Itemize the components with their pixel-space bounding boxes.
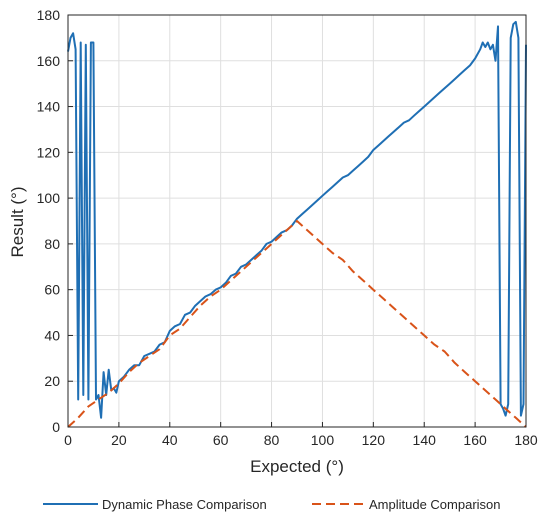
x-tick-label: 140 (413, 432, 437, 448)
y-tick-label: 20 (44, 373, 60, 389)
x-tick-label: 160 (463, 432, 487, 448)
x-tick-label: 20 (111, 432, 127, 448)
series-line-amplitude (67, 220, 527, 428)
x-tick-label: 80 (264, 432, 280, 448)
y-tick-label: 140 (37, 99, 61, 115)
y-tick-label: 120 (37, 144, 61, 160)
x-tick-label: 40 (162, 432, 178, 448)
x-tick-label: 0 (64, 432, 72, 448)
y-tick-label: 100 (37, 190, 61, 206)
legend: Dynamic Phase Comparison Amplitude Compa… (43, 497, 501, 512)
y-tick-label: 0 (52, 419, 60, 435)
series-layer (67, 20, 527, 428)
y-tick-label: 180 (37, 7, 61, 23)
y-tick-label: 40 (44, 327, 60, 343)
legend-label-amplitude: Amplitude Comparison (369, 497, 501, 512)
y-tick-label: 80 (44, 236, 60, 252)
x-axis-label: Expected (°) (250, 457, 344, 476)
axes (67, 14, 527, 428)
y-tick-label: 60 (44, 282, 60, 298)
plot-frame (67, 14, 527, 428)
x-tick-label: 60 (213, 432, 229, 448)
x-tick-label: 120 (362, 432, 386, 448)
x-tick-label: 100 (311, 432, 335, 448)
y-axis-label: Result (°) (8, 186, 27, 257)
legend-label-dynamic-phase: Dynamic Phase Comparison (102, 497, 267, 512)
tick-labels: 0 20 40 60 80 100 120 140 160 180 0 20 40 60 80 100 120 1… (37, 7, 538, 448)
y-tick-label: 160 (37, 53, 61, 69)
x-tick-label: 180 (514, 432, 538, 448)
